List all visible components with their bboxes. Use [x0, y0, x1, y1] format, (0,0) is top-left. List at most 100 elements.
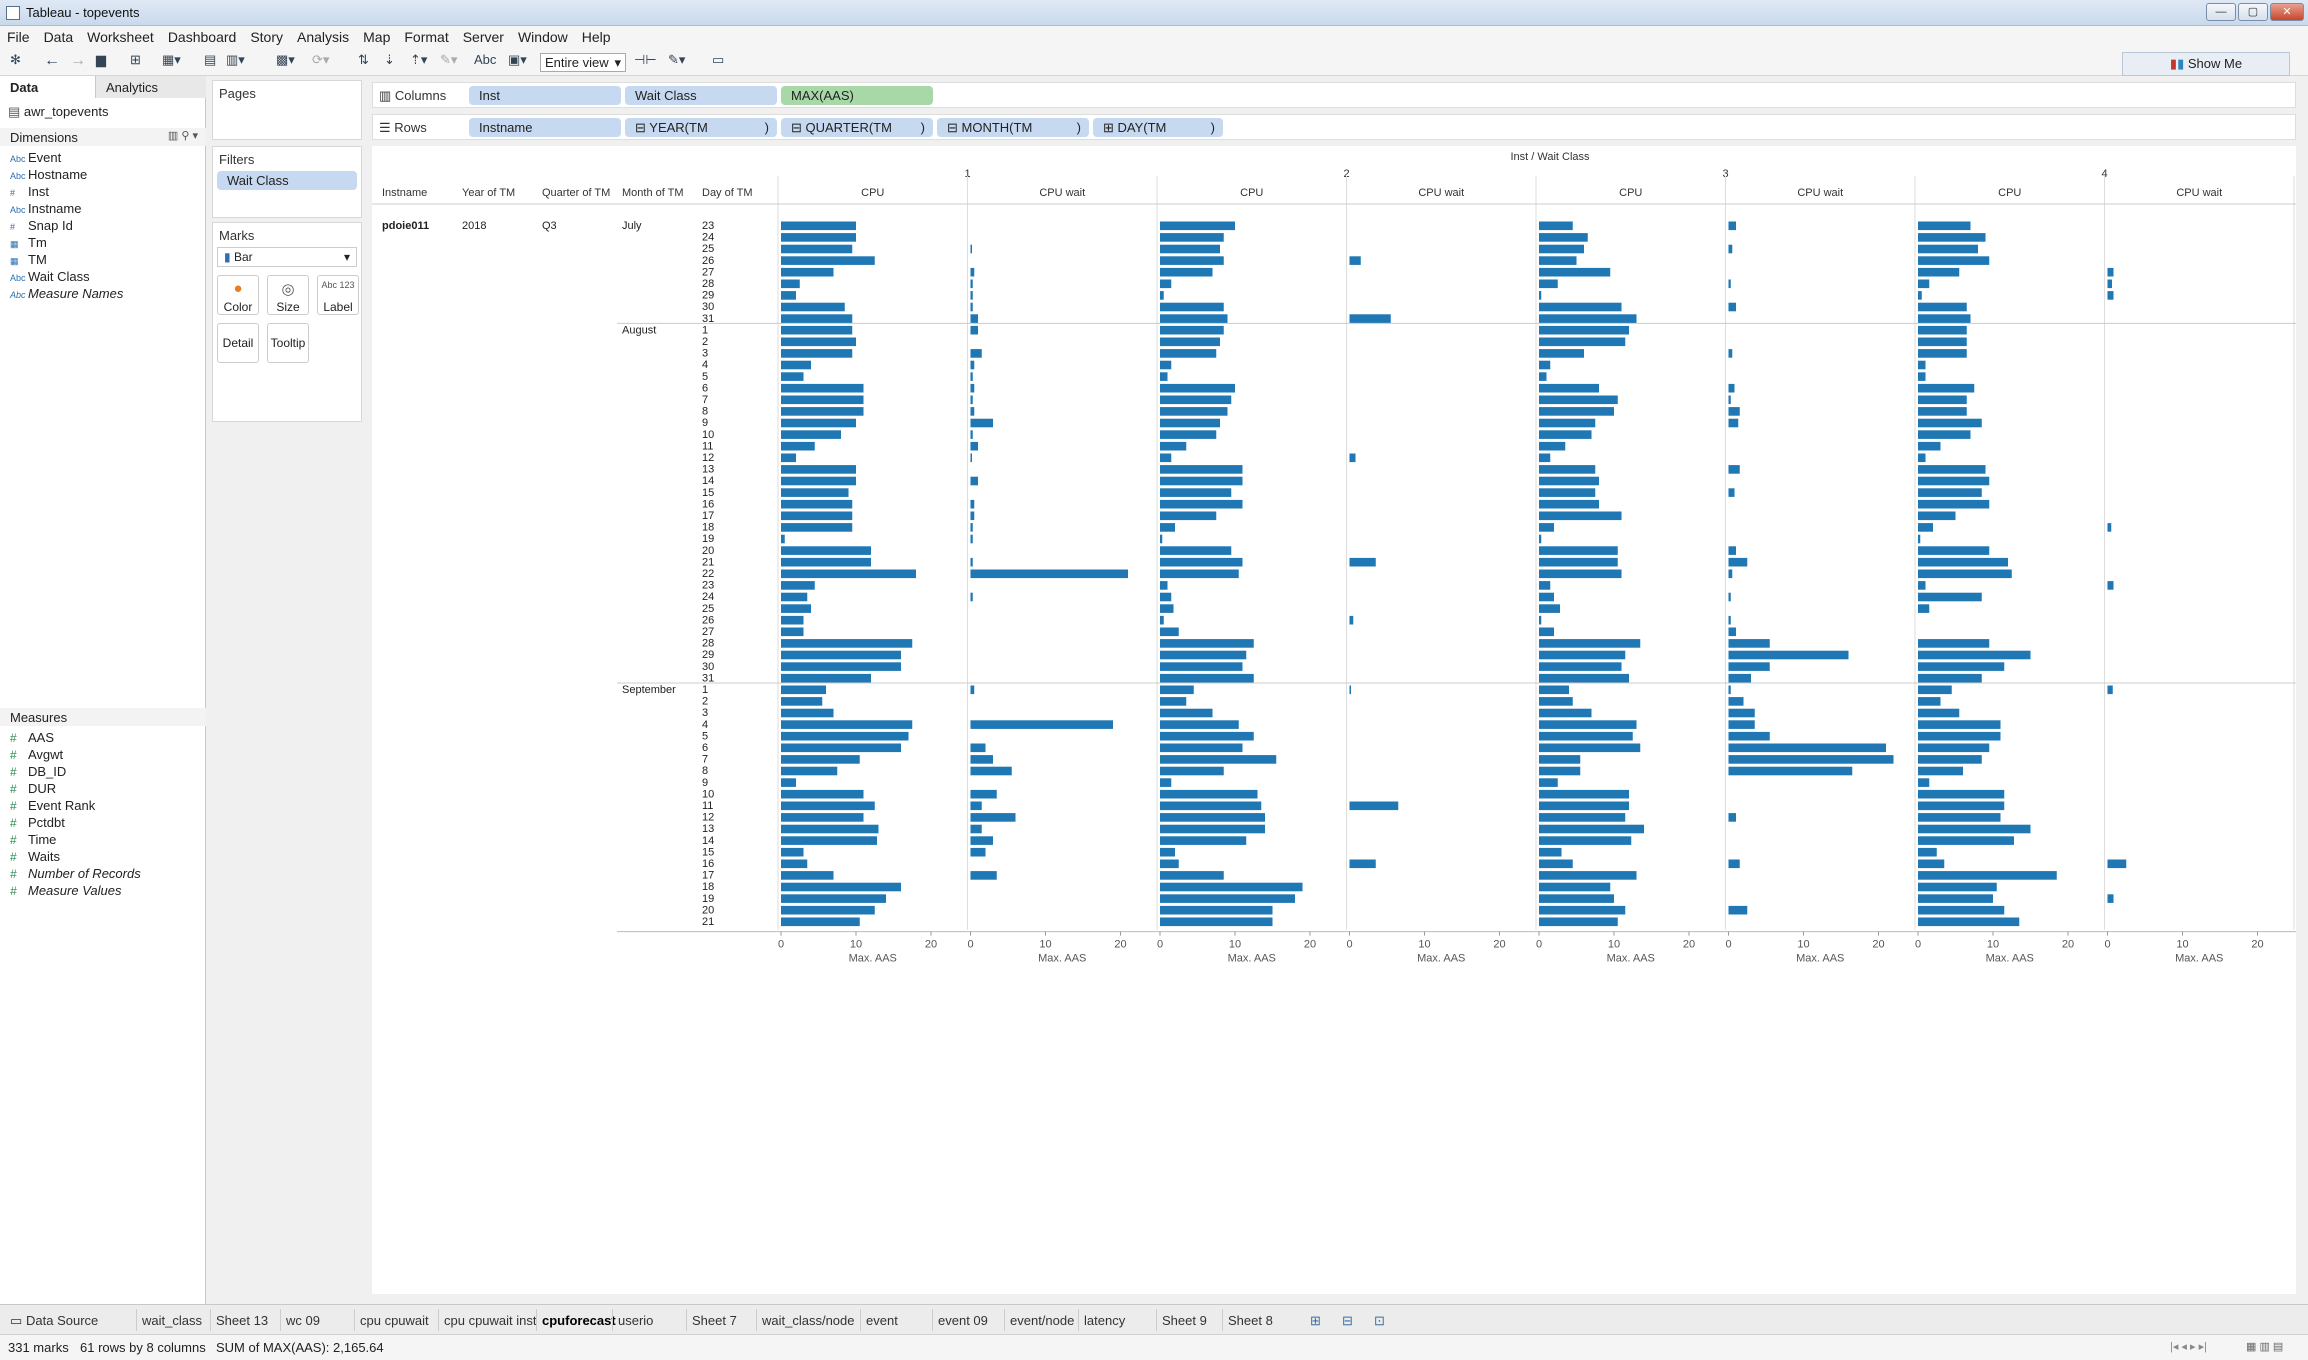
- menu-server[interactable]: Server: [462, 29, 504, 45]
- rows-shelf[interactable]: ☰ Rows Instname ⊟ YEAR(TM) ⊟ QUARTER(TM) ⊟ …: [372, 114, 2296, 140]
- expand-icon[interactable]: ⊟: [635, 120, 650, 135]
- filters-card[interactable]: Filters Wait Class: [212, 146, 362, 218]
- highlight-icon[interactable]: ✎▾: [440, 52, 458, 67]
- measure-pctdbt[interactable]: # Pctdbt: [10, 815, 65, 830]
- measure-db_id[interactable]: # DB_ID: [10, 764, 67, 779]
- label-button[interactable]: Abc 123 Label: [317, 275, 359, 315]
- dimension-tm[interactable]: ▦ Tm: [10, 235, 47, 250]
- menu-format[interactable]: Format: [404, 29, 449, 45]
- menu-analysis[interactable]: Analysis: [297, 29, 350, 45]
- redo-icon[interactable]: →: [70, 52, 86, 69]
- tableau-logo-icon[interactable]: ✻: [10, 52, 21, 67]
- sheet-tab-latency[interactable]: latency: [1084, 1313, 1126, 1328]
- search-icon[interactable]: ▥ ⚲ ▾: [167, 130, 198, 142]
- measure-number-of-records[interactable]: # Number of Records: [10, 866, 141, 881]
- sheet-tab-data-source[interactable]: Data Source: [26, 1313, 99, 1328]
- mark-type-select[interactable]: ▮ Bar ▾: [217, 247, 357, 267]
- detail-button[interactable]: Detail: [217, 323, 259, 363]
- dimension-instname[interactable]: Abc Instname: [10, 201, 82, 216]
- datasource-item[interactable]: ▤ awr_topevents: [8, 104, 109, 119]
- new-datasource-icon[interactable]: ⊞: [130, 52, 141, 67]
- row-pill-2[interactable]: ⊟ QUARTER(TM): [781, 118, 933, 137]
- row-pill-3[interactable]: ⊟ MONTH(TM): [937, 118, 1089, 137]
- sort-descending-icon[interactable]: ⇡▾: [410, 52, 428, 67]
- maximize-button[interactable]: ▢: [2238, 3, 2268, 21]
- view-fit-select[interactable]: Entire view ▾: [540, 53, 626, 72]
- sheet-tab-event[interactable]: event: [866, 1313, 898, 1328]
- close-button[interactable]: ✕: [2270, 3, 2304, 21]
- menu-data[interactable]: Data: [43, 29, 74, 45]
- sort-ascending-icon[interactable]: ⇣: [384, 52, 395, 67]
- sheet-tab-event-node[interactable]: event/node: [1010, 1313, 1075, 1328]
- pages-card[interactable]: Pages: [212, 80, 362, 140]
- menu-help[interactable]: Help: [581, 29, 611, 45]
- column-pill-2[interactable]: MAX(AAS): [781, 86, 933, 105]
- swap-icon[interactable]: ⇅: [358, 52, 369, 67]
- menu-worksheet[interactable]: Worksheet: [87, 29, 154, 45]
- show-me-button[interactable]: ▮▮ Show Me: [2122, 52, 2290, 76]
- sheet-tab-sheet-8[interactable]: Sheet 8: [1228, 1313, 1273, 1328]
- minimize-button[interactable]: —: [2206, 3, 2236, 21]
- tab-data[interactable]: Data: [0, 76, 96, 98]
- row-pill-0[interactable]: Instname: [469, 118, 621, 137]
- sheet-tab-wait_class-node[interactable]: wait_class/node: [762, 1313, 855, 1328]
- dimension-measure-names[interactable]: Abc Measure Names: [10, 286, 124, 301]
- columns-shelf[interactable]: ▥ Columns Inst Wait Class MAX(AAS): [372, 82, 2296, 108]
- new-worksheet-icon[interactable]: ▦▾: [162, 52, 181, 67]
- presentation-icon[interactable]: ▭: [712, 52, 725, 67]
- refresh-icon[interactable]: ⟳▾: [312, 52, 330, 67]
- new-story-tab-icon[interactable]: ⊡: [1374, 1313, 1385, 1328]
- filter-pill-wait-class[interactable]: Wait Class: [217, 171, 357, 190]
- measure-avgwt[interactable]: # Avgwt: [10, 747, 64, 762]
- fix-axes-icon[interactable]: ⊣⊢: [634, 52, 657, 67]
- measure-measure-values[interactable]: # Measure Values: [10, 883, 122, 898]
- size-button[interactable]: ◎ Size: [267, 275, 309, 315]
- view-mode-icons[interactable]: ▦ ▥ ▤: [2246, 1341, 2284, 1353]
- show-labels-button[interactable]: Abc: [474, 52, 497, 67]
- new-worksheet-tab-icon[interactable]: ⊞: [1310, 1313, 1321, 1328]
- dimension-inst[interactable]: # Inst: [10, 184, 49, 199]
- tab-analytics[interactable]: Analytics: [96, 76, 206, 98]
- sheet-tab-sheet-13[interactable]: Sheet 13: [216, 1313, 269, 1328]
- expand-icon[interactable]: ⊞: [1103, 120, 1118, 135]
- visualization[interactable]: Inst / Wait Class 1 2 3 4 CPU CPU wait CPU CPU w…: [372, 146, 2296, 1294]
- sheet-tab-cpu-cpuwait-inst[interactable]: cpu cpuwait inst: [444, 1313, 537, 1328]
- fit-icon[interactable]: ▣▾: [508, 52, 527, 67]
- sheet-tab-wait_class[interactable]: wait_class: [142, 1313, 202, 1328]
- measure-waits[interactable]: # Waits: [10, 849, 61, 864]
- sheet-tab-event-09[interactable]: event 09: [938, 1313, 988, 1328]
- pen-icon[interactable]: ✎▾: [668, 52, 686, 67]
- measure-aas[interactable]: # AAS: [10, 730, 55, 745]
- row-pill-4[interactable]: ⊞ DAY(TM): [1093, 118, 1223, 137]
- menu-dashboard[interactable]: Dashboard: [167, 29, 237, 45]
- sheet-tab-wc-09[interactable]: wc 09: [286, 1313, 320, 1328]
- sheet-tab-cpu-cpuwait[interactable]: cpu cpuwait: [360, 1313, 429, 1328]
- sheet-tab-userio[interactable]: userio: [618, 1313, 654, 1328]
- menu-story[interactable]: Story: [250, 29, 283, 45]
- duplicate-sheet-icon[interactable]: ▤: [204, 52, 217, 67]
- expand-icon[interactable]: ⊟: [791, 120, 806, 135]
- undo-icon[interactable]: ←: [44, 52, 60, 69]
- expand-icon[interactable]: ⊟: [947, 120, 962, 135]
- clear-sheet-icon[interactable]: ▥▾: [226, 52, 245, 67]
- sheet-navigation-icon[interactable]: |◂ ◂ ▸ ▸|: [2170, 1341, 2207, 1353]
- row-pill-1[interactable]: ⊟ YEAR(TM): [625, 118, 777, 137]
- menu-file[interactable]: File: [7, 29, 30, 45]
- pause-updates-icon[interactable]: ▩▾: [276, 52, 295, 67]
- column-pill-0[interactable]: Inst: [469, 86, 621, 105]
- new-dashboard-tab-icon[interactable]: ⊟: [1342, 1313, 1353, 1328]
- sheet-tab-cpuforecast[interactable]: cpuforecast: [542, 1313, 616, 1328]
- dimension-event[interactable]: Abc Event: [10, 150, 62, 165]
- dimension-tm[interactable]: ▦ TM: [10, 252, 47, 267]
- save-icon[interactable]: ▆: [96, 52, 106, 67]
- sheet-tab-sheet-7[interactable]: Sheet 7: [692, 1313, 737, 1328]
- menu-window[interactable]: Window: [517, 29, 568, 45]
- dimension-snap-id[interactable]: # Snap Id: [10, 218, 73, 233]
- measure-event-rank[interactable]: # Event Rank: [10, 798, 96, 813]
- sheet-tab-sheet-9[interactable]: Sheet 9: [1162, 1313, 1207, 1328]
- dimension-wait-class[interactable]: Abc Wait Class: [10, 269, 90, 284]
- color-button[interactable]: ● Color: [217, 275, 259, 315]
- measure-time[interactable]: # Time: [10, 832, 57, 847]
- column-pill-1[interactable]: Wait Class: [625, 86, 777, 105]
